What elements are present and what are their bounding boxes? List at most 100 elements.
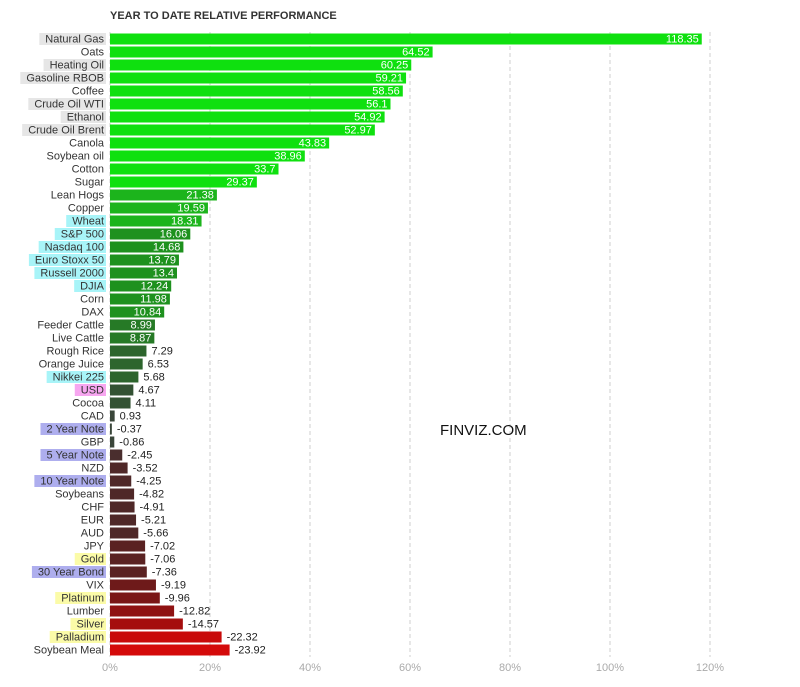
bar: [110, 423, 112, 435]
bar: [110, 254, 179, 266]
category-label: Rough Rice: [47, 345, 104, 357]
bar: [110, 384, 134, 396]
label-highlight: [40, 423, 106, 435]
value-label: 5.68: [143, 371, 164, 383]
value-label: 52.97: [344, 124, 372, 136]
label-highlight: [22, 124, 106, 136]
category-label: Cotton: [72, 163, 104, 175]
label-highlight: [74, 280, 106, 292]
bar: [110, 111, 385, 123]
category-label: S&P 500: [61, 228, 104, 240]
bar: [110, 176, 257, 188]
x-tick-label: 80%: [499, 662, 521, 674]
bar: [110, 59, 412, 71]
bar: [110, 631, 222, 643]
value-label: -0.37: [117, 423, 142, 435]
category-label: CHF: [81, 501, 104, 513]
bar: [110, 345, 147, 357]
category-label: Feeder Cattle: [37, 319, 104, 331]
label-highlight: [28, 254, 106, 266]
bar: [110, 579, 156, 591]
bar: [110, 46, 433, 58]
value-label: -7.02: [150, 540, 175, 552]
label-highlight: [34, 475, 106, 487]
category-label: Lumber: [67, 605, 105, 617]
category-label: Soybean Meal: [34, 644, 104, 656]
bar: [110, 436, 115, 448]
value-label: 43.83: [299, 137, 327, 149]
label-highlight: [74, 553, 106, 565]
value-label: -3.52: [133, 462, 158, 474]
x-tick-label: 100%: [596, 662, 624, 674]
bar: [110, 397, 131, 409]
label-highlight: [38, 241, 106, 253]
label-highlight: [70, 618, 106, 630]
category-label: Live Cattle: [52, 332, 104, 344]
bar: [110, 371, 139, 383]
value-label: 38.96: [274, 150, 302, 162]
category-label: 2 Year Note: [47, 423, 105, 435]
category-label: Heating Oil: [50, 59, 104, 71]
bar: [110, 449, 123, 461]
bar: [110, 644, 230, 656]
category-label: NZD: [81, 462, 104, 474]
category-label: AUD: [81, 527, 104, 539]
bar: [110, 618, 183, 630]
bar: [110, 540, 146, 552]
label-highlight: [49, 631, 106, 643]
value-label: -7.36: [152, 566, 177, 578]
label-highlight: [66, 215, 106, 227]
value-label: 14.68: [153, 241, 181, 253]
value-label: 4.67: [138, 384, 159, 396]
value-label: -4.25: [136, 475, 161, 487]
bar: [110, 267, 177, 279]
category-label: Ethanol: [67, 111, 104, 123]
category-label: Canola: [69, 137, 105, 149]
value-label: 6.53: [148, 358, 169, 370]
category-label: Natural Gas: [45, 33, 104, 45]
label-highlight: [43, 59, 106, 71]
value-label: 54.92: [354, 111, 382, 123]
category-label: Coffee: [72, 85, 104, 97]
label-highlight: [40, 449, 106, 461]
value-label: 64.52: [402, 46, 430, 58]
value-label: 56.1: [366, 98, 387, 110]
category-label: Platinum: [61, 592, 104, 604]
category-label: GBP: [81, 436, 104, 448]
bar: [110, 215, 202, 227]
value-label: -5.21: [141, 514, 166, 526]
chart-title: YEAR TO DATE RELATIVE PERFORMANCE: [110, 10, 337, 22]
value-label: -0.86: [119, 436, 144, 448]
label-highlight: [20, 72, 106, 84]
value-label: 8.87: [130, 332, 151, 344]
value-label: 10.84: [134, 306, 162, 318]
bar: [110, 72, 407, 84]
bar: [110, 501, 135, 513]
category-label: 10 Year Note: [40, 475, 104, 487]
label-highlight: [34, 267, 106, 279]
value-label: 33.7: [254, 163, 275, 175]
value-label: -7.06: [150, 553, 175, 565]
bar: [110, 358, 143, 370]
category-label: 30 Year Bond: [38, 566, 104, 578]
bar: [110, 566, 147, 578]
category-label: Gold: [81, 553, 104, 565]
x-tick-label: 120%: [696, 662, 724, 674]
bar: [110, 163, 279, 175]
bar: [110, 553, 146, 565]
category-label: Nikkei 225: [53, 371, 104, 383]
bar: [110, 98, 391, 110]
value-label: -14.57: [188, 618, 219, 630]
label-highlight: [46, 371, 106, 383]
bar: [110, 189, 217, 201]
category-label: Nasdaq 100: [45, 241, 104, 253]
bar: [110, 488, 135, 500]
x-tick-label: 40%: [299, 662, 321, 674]
category-label: Orange Juice: [39, 358, 104, 370]
category-label: Sugar: [75, 176, 105, 188]
value-label: 13.4: [153, 267, 174, 279]
category-label: Lean Hogs: [51, 189, 105, 201]
category-label: Euro Stoxx 50: [35, 254, 104, 266]
bar: [110, 475, 132, 487]
category-label: 5 Year Note: [47, 449, 105, 461]
